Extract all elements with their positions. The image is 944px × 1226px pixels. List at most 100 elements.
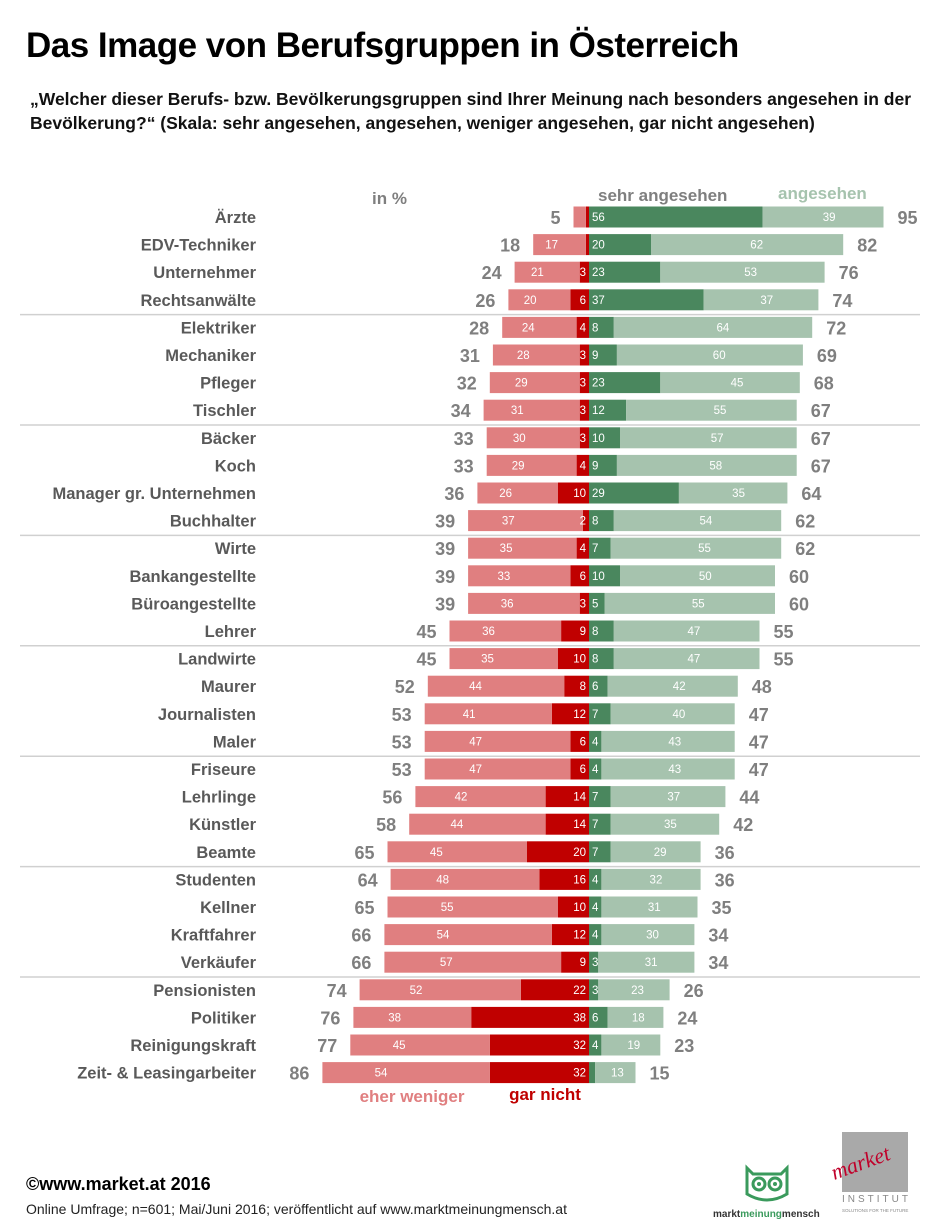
value-sehr-angesehen: 20 xyxy=(592,240,605,252)
category-label: Elektriker xyxy=(181,319,257,337)
bar-eher-weniger xyxy=(468,565,571,587)
value-sehr-angesehen: 56 xyxy=(592,212,605,224)
bar-gar-nicht xyxy=(585,234,589,256)
bar-sehr-angesehen xyxy=(589,289,704,311)
value-gar-nicht: 12 xyxy=(573,930,586,942)
value-gar-nicht: 6 xyxy=(580,764,586,776)
value-gar-nicht: 16 xyxy=(573,874,586,886)
value-eher-weniger: 44 xyxy=(469,681,482,693)
total-negative: 64 xyxy=(358,870,378,890)
bar-sehr-angesehen xyxy=(589,868,602,890)
value-eher-weniger: 29 xyxy=(515,378,528,390)
bar-sehr-angesehen xyxy=(589,786,611,808)
value-eher-weniger: 41 xyxy=(463,709,476,721)
total-negative: 53 xyxy=(392,705,412,725)
total-positive: 76 xyxy=(839,263,859,283)
total-negative: 26 xyxy=(475,291,495,311)
bar-gar-nicht xyxy=(579,261,589,283)
market-tagline: SOLUTIONS FOR THE FUTURE xyxy=(842,1208,909,1213)
bar-sehr-angesehen xyxy=(589,703,611,725)
bar-eher-weniger xyxy=(449,620,562,642)
bar-gar-nicht xyxy=(579,372,589,394)
value-angesehen: 42 xyxy=(673,681,686,693)
total-negative: 56 xyxy=(382,788,402,808)
total-negative: 86 xyxy=(289,1064,309,1084)
bar-angesehen xyxy=(610,813,720,835)
bar-gar-nicht xyxy=(579,427,589,449)
category-label: Bankangestellte xyxy=(129,568,256,586)
value-angesehen: 29 xyxy=(654,847,667,859)
value-gar-nicht: 22 xyxy=(573,985,586,997)
bar-sehr-angesehen xyxy=(589,510,614,532)
bar-sehr-angesehen xyxy=(589,1062,596,1084)
value-sehr-angesehen: 7 xyxy=(592,792,598,804)
bar-gar-nicht xyxy=(558,482,589,504)
value-gar-nicht: 9 xyxy=(580,626,586,638)
total-positive: 64 xyxy=(801,484,821,504)
bar-gar-nicht xyxy=(545,813,589,835)
legend-sehr-angesehen: sehr angesehen xyxy=(598,186,727,205)
bar-angesehen xyxy=(601,1034,661,1056)
bar-sehr-angesehen xyxy=(589,261,661,283)
value-sehr-angesehen: 37 xyxy=(592,295,605,307)
value-angesehen: 37 xyxy=(760,295,773,307)
bar-eher-weniger xyxy=(424,758,571,780)
value-eher-weniger: 37 xyxy=(502,516,515,528)
value-gar-nicht: 3 xyxy=(580,433,586,445)
total-positive: 62 xyxy=(795,539,815,559)
value-angesehen: 43 xyxy=(668,764,681,776)
value-gar-nicht: 10 xyxy=(573,488,586,500)
bar-sehr-angesehen xyxy=(589,482,679,504)
bar-eher-weniger xyxy=(350,1034,490,1056)
total-negative: 53 xyxy=(392,760,412,780)
category-label: Künstler xyxy=(189,816,257,834)
total-positive: 82 xyxy=(857,236,877,256)
value-angesehen: 35 xyxy=(732,488,745,500)
copyright: ©www.market.at 2016 xyxy=(26,1174,211,1194)
value-sehr-angesehen: 4 xyxy=(592,1040,599,1052)
bar-gar-nicht xyxy=(551,924,589,946)
total-negative: 66 xyxy=(351,953,371,973)
bar-eher-weniger xyxy=(359,979,521,1001)
value-eher-weniger: 21 xyxy=(531,267,544,279)
bar-angesehen xyxy=(651,234,844,256)
bar-angesehen xyxy=(610,786,726,808)
value-eher-weniger: 42 xyxy=(455,792,468,804)
value-angesehen: 45 xyxy=(731,378,744,390)
bar-gar-nicht xyxy=(579,592,589,614)
bar-eher-weniger xyxy=(449,648,558,670)
legend-angesehen: angesehen xyxy=(778,184,867,203)
value-angesehen: 47 xyxy=(688,626,701,638)
bar-angesehen xyxy=(601,730,735,752)
value-sehr-angesehen: 8 xyxy=(592,654,598,666)
total-negative: 33 xyxy=(454,456,474,476)
value-sehr-angesehen: 4 xyxy=(592,902,599,914)
category-label: Friseure xyxy=(191,761,256,779)
bar-sehr-angesehen xyxy=(589,316,614,338)
total-positive: 67 xyxy=(811,429,831,449)
value-eher-weniger: 47 xyxy=(469,736,482,748)
total-negative: 76 xyxy=(320,1008,340,1028)
value-angesehen: 53 xyxy=(744,267,757,279)
bar-sehr-angesehen xyxy=(589,454,617,476)
bar-angesehen xyxy=(604,592,775,614)
value-angesehen: 18 xyxy=(632,1012,645,1024)
bar-angesehen xyxy=(620,565,775,587)
category-label: Pfleger xyxy=(200,375,257,393)
value-eher-weniger: 44 xyxy=(451,819,464,831)
value-gar-nicht: 8 xyxy=(580,681,586,693)
value-eher-weniger: 54 xyxy=(437,930,450,942)
value-angesehen: 55 xyxy=(714,405,727,417)
legend-eher-weniger: eher weniger xyxy=(360,1087,465,1106)
total-positive: 35 xyxy=(712,898,732,918)
total-negative: 39 xyxy=(435,539,455,559)
total-positive: 69 xyxy=(817,346,837,366)
value-gar-nicht: 9 xyxy=(580,957,586,969)
bar-sehr-angesehen xyxy=(589,344,617,366)
bar-angesehen xyxy=(620,427,797,449)
bar-eher-weniger xyxy=(514,261,580,283)
value-gar-nicht: 38 xyxy=(573,1012,586,1024)
total-negative: 74 xyxy=(327,981,347,1001)
value-angesehen: 13 xyxy=(611,1068,624,1080)
bar-eher-weniger xyxy=(492,344,580,366)
